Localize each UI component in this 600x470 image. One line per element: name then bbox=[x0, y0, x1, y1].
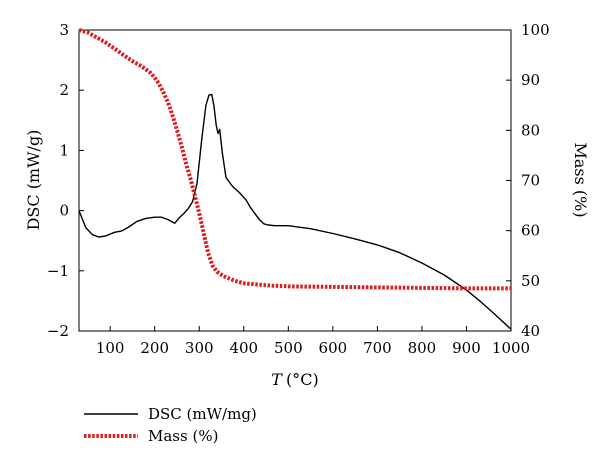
y-left-tick-label: −2 bbox=[47, 322, 69, 340]
x-axis-var: T bbox=[271, 370, 283, 389]
x-tick-label: 900 bbox=[452, 339, 481, 357]
y-right-tick-label: 80 bbox=[521, 121, 540, 139]
legend-label-dsc: DSC (mW/mg) bbox=[148, 405, 257, 423]
x-tick-label: 100 bbox=[96, 339, 125, 357]
y-left-tick-label: −1 bbox=[47, 262, 69, 280]
x-axis: 100 200 300 400 500 600 700 800 900 1000 bbox=[96, 326, 530, 357]
y-left-tick-label: 1 bbox=[59, 141, 69, 159]
x-tick-label: 300 bbox=[185, 339, 214, 357]
legend-label-mass: Mass (%) bbox=[148, 427, 218, 445]
x-tick-label: 600 bbox=[319, 339, 348, 357]
y-right-tick-label: 50 bbox=[521, 272, 540, 290]
y-right-tick-label: 100 bbox=[521, 21, 550, 39]
x-tick-label: 700 bbox=[363, 339, 392, 357]
x-tick-label: 800 bbox=[408, 339, 437, 357]
y-right-tick-label: 60 bbox=[521, 222, 540, 240]
x-tick-label: 1000 bbox=[492, 339, 530, 357]
y-axis-left: −2 −1 0 1 2 3 bbox=[47, 21, 84, 340]
y-axis-right: 40 50 60 70 80 90 100 bbox=[506, 21, 550, 340]
y-left-tick-label: 0 bbox=[59, 202, 69, 220]
x-tick-label: 200 bbox=[140, 339, 169, 357]
legend: DSC (mW/mg) Mass (%) bbox=[84, 405, 257, 445]
plot-area bbox=[78, 29, 512, 332]
plot-frame bbox=[78, 29, 512, 332]
y-right-tick-label: 90 bbox=[521, 71, 540, 89]
y-left-tick-label: 3 bbox=[59, 21, 69, 39]
y-right-tick-label: 70 bbox=[521, 172, 540, 190]
y-left-tick-label: 2 bbox=[59, 81, 69, 99]
x-axis-unit: (°C) bbox=[286, 370, 319, 389]
y-axis-left-title: DSC (mW/g) bbox=[24, 130, 43, 231]
y-axis-right-title: Mass (%) bbox=[571, 142, 590, 217]
series-layer bbox=[78, 28, 512, 330]
x-tick-label: 500 bbox=[274, 339, 303, 357]
x-axis-title: T (°C) bbox=[271, 370, 318, 389]
dsc-series-line bbox=[78, 93, 512, 330]
mass-series-line bbox=[78, 28, 511, 291]
x-tick-label: 400 bbox=[229, 339, 258, 357]
y-right-tick-label: 40 bbox=[521, 322, 540, 340]
